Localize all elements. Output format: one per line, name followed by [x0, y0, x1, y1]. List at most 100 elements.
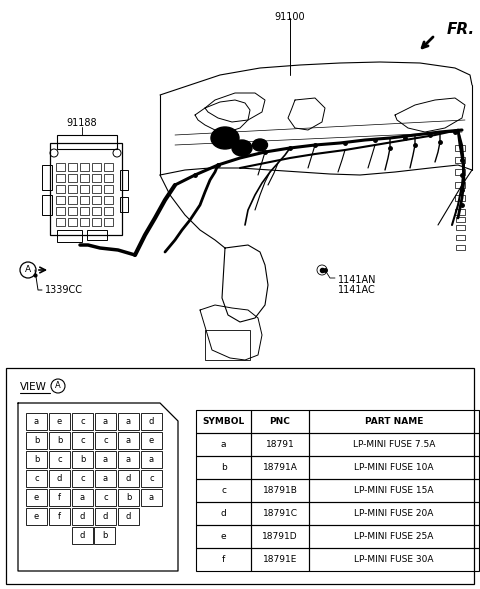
- Bar: [49, 508, 70, 525]
- Text: 1141AC: 1141AC: [338, 285, 376, 295]
- Bar: [95, 451, 116, 468]
- Bar: [141, 451, 162, 468]
- Text: b: b: [34, 455, 39, 464]
- Bar: [456, 235, 465, 240]
- Text: 18791B: 18791B: [263, 486, 298, 495]
- Bar: [95, 508, 116, 525]
- Bar: [80, 196, 89, 204]
- Bar: [141, 432, 162, 449]
- Bar: [72, 432, 93, 449]
- Bar: [104, 207, 113, 215]
- Bar: [92, 163, 101, 171]
- Bar: [49, 432, 70, 449]
- Bar: [92, 185, 101, 193]
- Bar: [118, 489, 139, 506]
- Bar: [95, 489, 116, 506]
- Text: PNC: PNC: [270, 417, 290, 426]
- Bar: [72, 470, 93, 487]
- Bar: [80, 163, 89, 171]
- Bar: [42, 195, 52, 215]
- Bar: [50, 143, 122, 235]
- Bar: [26, 451, 47, 468]
- Bar: [92, 174, 101, 182]
- Text: A: A: [55, 382, 61, 391]
- Bar: [251, 525, 309, 548]
- Bar: [80, 207, 89, 215]
- Text: d: d: [149, 417, 154, 426]
- Bar: [118, 413, 139, 430]
- Text: c: c: [80, 417, 85, 426]
- Text: d: d: [57, 474, 62, 483]
- Bar: [49, 470, 70, 487]
- Bar: [456, 225, 465, 230]
- Text: a: a: [103, 417, 108, 426]
- Text: 1141AN: 1141AN: [338, 275, 376, 285]
- Text: LP-MINI FUSE 25A: LP-MINI FUSE 25A: [354, 532, 434, 541]
- Text: d: d: [103, 512, 108, 521]
- Bar: [26, 432, 47, 449]
- Text: a: a: [103, 455, 108, 464]
- Bar: [251, 456, 309, 479]
- Ellipse shape: [232, 140, 252, 156]
- Bar: [72, 451, 93, 468]
- Text: e: e: [57, 417, 62, 426]
- Bar: [104, 218, 113, 226]
- Bar: [120, 197, 128, 212]
- Text: a: a: [34, 417, 39, 426]
- Text: 18791A: 18791A: [263, 463, 298, 472]
- Text: c: c: [103, 436, 108, 445]
- Bar: [26, 508, 47, 525]
- Text: a: a: [149, 493, 154, 502]
- Bar: [26, 413, 47, 430]
- Bar: [456, 245, 465, 250]
- Text: PART NAME: PART NAME: [365, 417, 423, 426]
- Text: 18791C: 18791C: [263, 509, 298, 518]
- Bar: [455, 209, 465, 215]
- Text: e: e: [34, 512, 39, 521]
- Bar: [251, 479, 309, 502]
- Text: 1339CC: 1339CC: [45, 285, 83, 295]
- Bar: [196, 433, 251, 456]
- Text: FR.: FR.: [447, 22, 475, 38]
- Text: a: a: [126, 455, 131, 464]
- Text: b: b: [80, 455, 85, 464]
- Text: LP-MINI FUSE 7.5A: LP-MINI FUSE 7.5A: [353, 440, 435, 449]
- Bar: [95, 413, 116, 430]
- Text: a: a: [221, 440, 226, 449]
- Bar: [309, 479, 479, 502]
- Text: e: e: [149, 436, 154, 445]
- Bar: [309, 456, 479, 479]
- Bar: [72, 508, 93, 525]
- Bar: [196, 410, 251, 433]
- Text: 18791: 18791: [265, 440, 294, 449]
- Bar: [26, 489, 47, 506]
- Ellipse shape: [211, 127, 239, 149]
- Text: SYMBOL: SYMBOL: [203, 417, 245, 426]
- Text: A: A: [25, 266, 31, 274]
- Text: LP-MINI FUSE 20A: LP-MINI FUSE 20A: [354, 509, 434, 518]
- Bar: [309, 548, 479, 571]
- Bar: [68, 218, 77, 226]
- Bar: [104, 196, 113, 204]
- Bar: [455, 182, 465, 188]
- Bar: [251, 433, 309, 456]
- Bar: [56, 218, 65, 226]
- Bar: [141, 470, 162, 487]
- Text: a: a: [80, 493, 85, 502]
- Text: e: e: [34, 493, 39, 502]
- Bar: [251, 410, 309, 433]
- Bar: [309, 502, 479, 525]
- Bar: [94, 527, 115, 544]
- Bar: [57, 230, 82, 242]
- Text: c: c: [80, 474, 85, 483]
- Bar: [309, 433, 479, 456]
- Bar: [104, 185, 113, 193]
- Text: b: b: [126, 493, 131, 502]
- Bar: [56, 163, 65, 171]
- Text: c: c: [221, 486, 226, 495]
- Text: b: b: [102, 531, 107, 540]
- Text: c: c: [149, 474, 154, 483]
- Text: LP-MINI FUSE 15A: LP-MINI FUSE 15A: [354, 486, 434, 495]
- Bar: [92, 218, 101, 226]
- Bar: [49, 489, 70, 506]
